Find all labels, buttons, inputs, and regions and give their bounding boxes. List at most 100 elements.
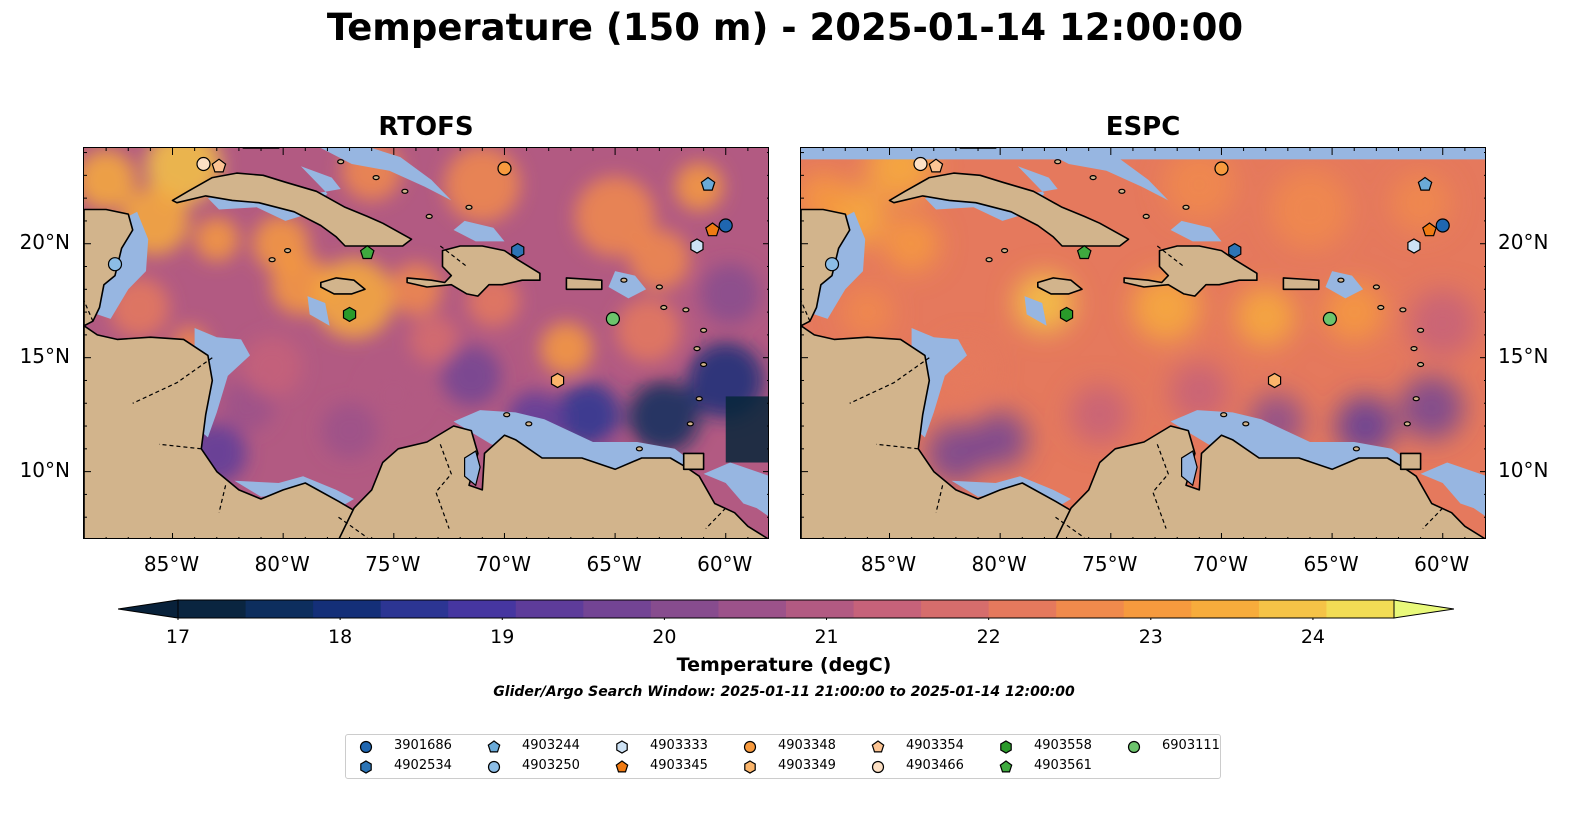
temperature-blob: [321, 402, 378, 459]
island: [635, 446, 644, 452]
lon-tick-label: 75°W: [365, 552, 421, 576]
lon-tick-label: 65°W: [586, 552, 642, 576]
temperature-blob: [389, 263, 442, 316]
border-line: [876, 443, 919, 450]
island: [682, 307, 690, 313]
temperature-blob: [1069, 384, 1130, 445]
legend-marker: [1127, 740, 1141, 754]
float-marker-4903345: [1422, 222, 1437, 237]
temperature-blob: [972, 411, 1029, 468]
legend-label: 4903244: [522, 738, 580, 753]
colorbar-bin: [1258, 600, 1328, 618]
map-panel-espc: [800, 147, 1486, 539]
colorbar-bin: [921, 600, 990, 618]
legend-label: 4903558: [1034, 738, 1092, 753]
colorbar-tick-label: 19: [490, 626, 515, 648]
island: [1352, 446, 1361, 452]
colorbar-bin: [448, 600, 517, 618]
legend-label: 4903348: [778, 738, 836, 753]
colorbar-bin: [380, 600, 449, 618]
temperature-blob: [444, 148, 521, 223]
temperature-blob: [925, 423, 986, 484]
island: [1220, 412, 1228, 418]
legend-label: 6903111: [1162, 738, 1220, 753]
legend-marker: [616, 740, 628, 754]
temperature-blob: [441, 345, 502, 406]
island: [401, 188, 409, 194]
float-marker-4903349: [550, 372, 565, 389]
border-line: [84, 300, 94, 322]
legend-label: 3901686: [394, 738, 452, 753]
land-trinidad: [682, 452, 705, 471]
deep-water-patch: [725, 396, 768, 463]
colorbar-bin: [583, 600, 652, 618]
lat-tick-label: 10°N: [19, 457, 70, 482]
lon-tick-label: 60°W: [1414, 552, 1470, 576]
hexagon-marker-icon: [744, 760, 756, 774]
island: [1377, 304, 1385, 311]
legend-marker: [744, 760, 756, 774]
border-line: [1055, 516, 1085, 538]
temperature-blob: [365, 366, 422, 423]
lat-tick-label: 15°N: [19, 343, 70, 368]
temperature-blob: [84, 149, 137, 210]
colorbar-frame: [177, 599, 1395, 619]
float-marker-4902534: [1228, 242, 1242, 259]
shallow-shelf: [1420, 462, 1485, 516]
colorbar-bin: [1123, 600, 1192, 618]
land-yucatan: [84, 208, 134, 327]
legend-label: 4903349: [778, 758, 836, 773]
island: [337, 159, 345, 165]
colorbar-bin: [178, 600, 247, 618]
island: [655, 284, 664, 290]
hexagon-marker-icon: [616, 740, 628, 754]
lon-tick-label: 85°W: [860, 552, 917, 576]
island: [425, 213, 433, 220]
lon-tick-label: 70°W: [1192, 552, 1249, 576]
temperature-field: [801, 148, 1477, 484]
lon-tick-label: 70°W: [475, 552, 532, 576]
island: [1337, 277, 1345, 283]
colorbar-tick-label: 22: [976, 626, 1001, 648]
island: [1410, 346, 1418, 352]
temperature-blob: [1235, 286, 1296, 347]
colorbar-tick-label: 21: [814, 626, 839, 648]
hexagon-marker-icon: [360, 760, 372, 774]
island: [660, 304, 668, 311]
legend-marker: [359, 740, 373, 754]
circle-marker-icon: [487, 760, 501, 774]
island: [1118, 188, 1126, 194]
colorbar-bin: [650, 600, 720, 618]
lon-tick-label: 80°W: [254, 552, 310, 576]
legend-marker: [871, 760, 885, 774]
colorbar-bin: [718, 600, 787, 618]
shallow-shelf: [1024, 296, 1047, 326]
colorbar-tick-label: 23: [1138, 626, 1163, 648]
legend-label: 4903561: [1034, 758, 1092, 773]
lon-tick-label: 60°W: [697, 552, 753, 576]
colorbar-label: Temperature (degC): [676, 654, 892, 676]
circle-marker-icon: [1127, 740, 1141, 754]
border-line: [1156, 245, 1185, 267]
border-line: [435, 444, 452, 529]
island: [1054, 159, 1062, 165]
colorbar-bin: [515, 600, 584, 618]
temperature-blob: [627, 380, 700, 453]
border-line: [801, 300, 811, 322]
no-data-band: [801, 148, 1485, 160]
legend-marker: [743, 740, 757, 754]
island: [525, 421, 533, 427]
float-marker-4903558: [1059, 306, 1074, 323]
colorbar-extend-min: [118, 599, 179, 619]
island: [699, 361, 708, 368]
colorbar-tick-label: 24: [1300, 626, 1326, 648]
island: [1182, 204, 1190, 210]
colorbar-bin: [1056, 600, 1125, 618]
panel-title-rtofs: RTOFS: [378, 112, 474, 142]
float-marker-4902534: [511, 242, 525, 259]
shallow-shelf: [608, 271, 647, 299]
float-marker-4903348: [497, 161, 512, 176]
border-line: [935, 485, 944, 513]
temperature-blob: [556, 382, 621, 447]
temperature-blob: [616, 298, 681, 363]
